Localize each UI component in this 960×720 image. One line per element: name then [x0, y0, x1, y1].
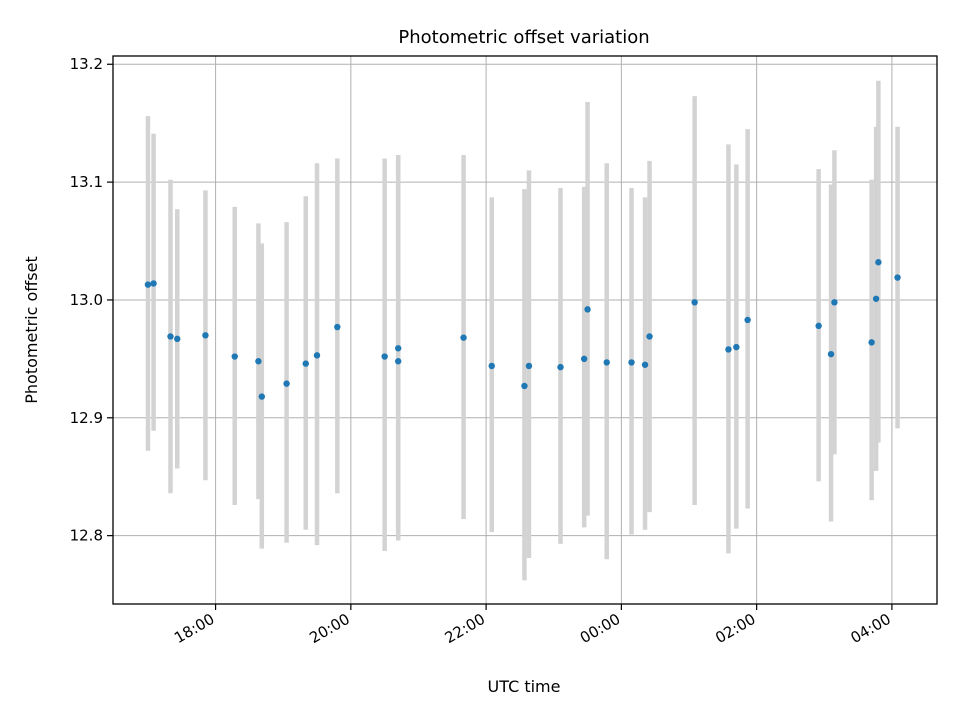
data-point: [894, 274, 901, 281]
data-point: [868, 339, 875, 346]
data-point: [831, 299, 838, 306]
data-point: [302, 360, 309, 367]
y-tick-label: 12.8: [70, 527, 103, 545]
y-tick-label: 13.2: [70, 55, 103, 73]
data-point: [725, 346, 732, 353]
plot-frame: [112, 55, 938, 605]
data-point: [827, 350, 835, 358]
data-point: [641, 361, 649, 368]
y-axis-title: Photometric offset: [22, 256, 41, 404]
data-point: [875, 259, 882, 266]
data-point: [525, 362, 533, 370]
chart-title: Photometric offset variation: [398, 27, 649, 48]
x-axis-title: UTC time: [488, 677, 561, 696]
data-point: [460, 334, 467, 341]
data-point: [872, 295, 880, 302]
data-point: [381, 353, 388, 360]
data-point: [313, 352, 321, 359]
data-point: [603, 359, 610, 366]
y-tick-label: 13.1: [70, 173, 103, 191]
data-point: [394, 345, 402, 352]
data-point: [202, 332, 209, 339]
data-point: [231, 353, 238, 360]
data-point: [744, 316, 751, 324]
data-point: [283, 380, 290, 387]
data-point: [815, 322, 822, 330]
data-point: [174, 335, 181, 343]
data-point: [488, 362, 495, 370]
data-point: [150, 280, 157, 287]
data-point: [334, 323, 341, 331]
data-point: [521, 382, 528, 390]
data-point: [258, 393, 265, 400]
data-points: [144, 259, 901, 400]
data-point: [255, 358, 262, 365]
y-tick-label: 13.0: [70, 291, 103, 309]
data-point: [580, 355, 588, 363]
data-point: [394, 358, 402, 365]
data-point: [646, 333, 653, 340]
data-point: [584, 306, 591, 313]
grid: [113, 56, 937, 604]
data-point: [733, 343, 740, 351]
data-point: [628, 359, 635, 366]
data-point: [557, 363, 564, 371]
data-point: [167, 333, 174, 340]
y-tick-label: 12.9: [70, 409, 103, 427]
data-point: [144, 281, 152, 288]
y-axis: 12.8 12.9 13.0 13.1 13.2: [70, 55, 113, 545]
data-point: [691, 299, 698, 306]
